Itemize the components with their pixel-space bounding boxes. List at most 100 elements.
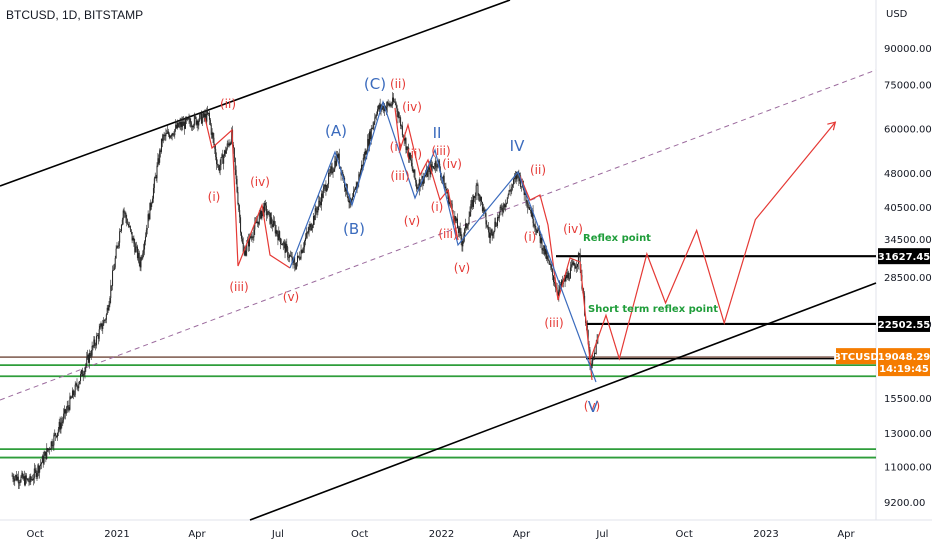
projection-path[interactable] xyxy=(590,121,836,361)
candle-body xyxy=(212,132,214,138)
candle-body xyxy=(53,434,55,446)
candle-body xyxy=(146,227,148,230)
candle-body xyxy=(505,202,507,205)
candle-body xyxy=(370,127,372,140)
candle-body xyxy=(304,241,306,248)
candle-body xyxy=(347,196,349,201)
candle-body xyxy=(226,143,228,150)
candle-body xyxy=(195,117,197,125)
candle-body xyxy=(279,231,281,239)
candle-body xyxy=(257,221,259,225)
candle-body xyxy=(185,117,187,120)
candle-body xyxy=(541,237,543,251)
candle-body xyxy=(335,160,337,166)
candle-body xyxy=(89,352,91,357)
candle-body xyxy=(177,122,179,127)
candle-body xyxy=(469,211,471,217)
candle-body xyxy=(72,390,74,398)
candle-body xyxy=(393,101,395,103)
candle-body xyxy=(568,272,570,279)
y-tick-label: 13000.00 xyxy=(884,429,932,440)
x-tick-label: 2022 xyxy=(429,529,454,540)
candle-body xyxy=(64,409,66,414)
candle-body xyxy=(364,150,366,159)
candle-body xyxy=(325,184,327,192)
countdown-text: 14:19:45 xyxy=(879,364,929,375)
y-tick-label: 34500.00 xyxy=(884,235,932,246)
candle-body xyxy=(34,468,36,470)
candle-body xyxy=(516,171,518,180)
candle-body xyxy=(447,191,449,194)
candle-body xyxy=(424,176,426,178)
annotation-short-term-reflex: Short term reflex point xyxy=(588,304,718,315)
candle-body xyxy=(270,217,272,224)
wave-red-line[interactable] xyxy=(519,175,593,381)
candle-body xyxy=(136,246,138,248)
wave-label-red: (iv) xyxy=(402,100,422,114)
candle-body xyxy=(300,250,302,259)
wave-label-blue: II xyxy=(433,124,442,142)
candle-body xyxy=(432,166,434,168)
candle-body xyxy=(164,135,166,137)
candle-body xyxy=(321,193,323,198)
candle-body xyxy=(278,231,280,241)
candle-body xyxy=(301,250,303,253)
candle-body xyxy=(433,168,435,169)
candle-body xyxy=(90,355,92,357)
candle-body xyxy=(561,280,563,284)
candle-body xyxy=(502,211,504,212)
candle-body xyxy=(76,383,78,387)
candle-body xyxy=(542,250,544,251)
median-dashed-line[interactable] xyxy=(0,69,877,401)
candle-body xyxy=(133,238,135,244)
wave-label-red: (ii) xyxy=(390,77,406,91)
candle-body xyxy=(558,289,560,296)
x-tick-label: Jul xyxy=(595,529,608,540)
candle-body xyxy=(59,421,61,430)
candle-body xyxy=(593,352,595,357)
candle-body xyxy=(397,111,399,118)
candle-body xyxy=(64,409,66,414)
candle-body xyxy=(554,283,556,288)
candle-body xyxy=(258,213,260,225)
candle-body xyxy=(130,229,132,232)
candle-body xyxy=(178,124,180,127)
candle-body xyxy=(294,261,296,269)
candle-body xyxy=(179,122,181,125)
x-tick-label: Oct xyxy=(27,529,44,540)
candle-body xyxy=(288,254,290,258)
x-tick-label: Jul xyxy=(271,529,284,540)
candle-body xyxy=(471,199,473,204)
y-tick-label: 9200.00 xyxy=(884,498,925,509)
candle-body xyxy=(400,125,402,127)
candle-body xyxy=(533,223,535,227)
candle-body xyxy=(284,242,286,253)
wave-label-red: (iii) xyxy=(544,316,563,330)
candle-body xyxy=(482,207,484,212)
candle-body xyxy=(388,103,390,106)
candle-body xyxy=(152,187,154,199)
candle-body xyxy=(210,124,212,135)
wave-blue-line[interactable] xyxy=(289,100,597,383)
candle-body xyxy=(344,187,346,192)
candle-body xyxy=(459,227,461,232)
annotation-reflex-point: Reflex point xyxy=(583,233,651,244)
candle-body xyxy=(314,208,316,221)
candle-body xyxy=(530,210,532,217)
candle-body xyxy=(405,138,407,150)
candle-body xyxy=(217,165,219,168)
candle-body xyxy=(381,107,383,110)
candle-body xyxy=(295,268,297,270)
candle-body xyxy=(256,221,258,224)
wave-red-line[interactable] xyxy=(394,107,459,241)
candle-body xyxy=(73,394,75,396)
candle-body xyxy=(362,157,364,167)
lower-channel-line[interactable] xyxy=(249,282,877,521)
candle-body xyxy=(153,178,155,188)
upper-channel-line[interactable] xyxy=(0,0,511,187)
candle-body xyxy=(372,124,374,129)
candle-body xyxy=(116,246,118,249)
wave-red-line[interactable] xyxy=(204,117,291,269)
candle-body xyxy=(276,230,278,235)
